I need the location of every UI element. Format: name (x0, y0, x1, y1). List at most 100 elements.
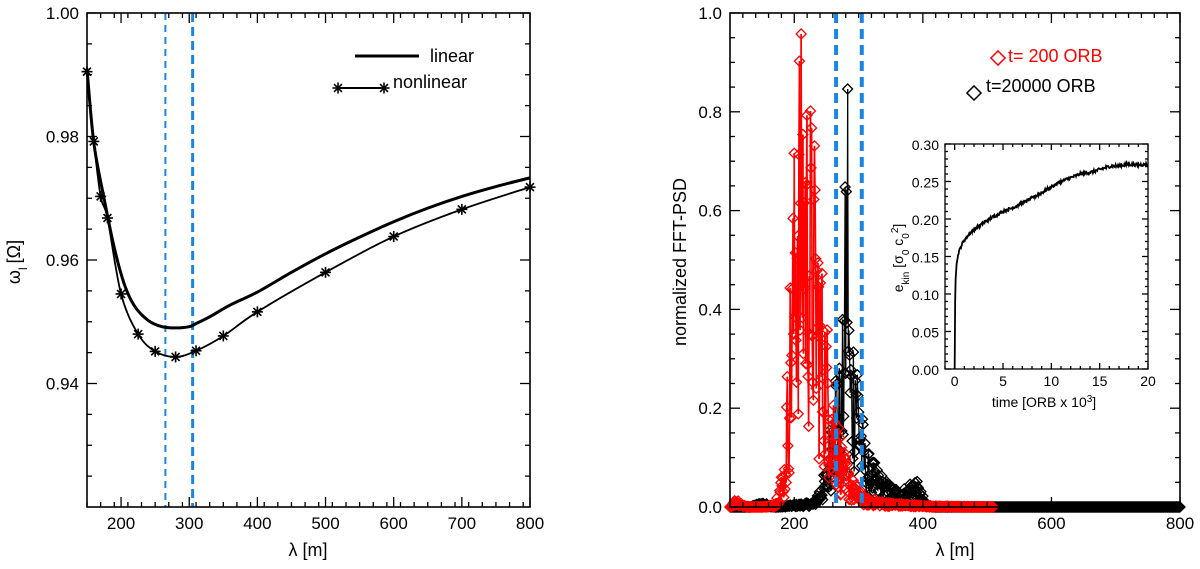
y-tick-label: 0.4 (698, 300, 722, 319)
y-tick-label: 1.00 (46, 4, 79, 23)
legend-label-nonlinear: nonlinear (393, 72, 467, 92)
inset-x-axis-title: time [ORB x 103] (992, 394, 1096, 411)
y-tick-label: 0.10 (912, 287, 939, 303)
psd-point (839, 367, 852, 380)
nonlinear-point (149, 345, 161, 357)
psd-point (782, 462, 795, 475)
psd-segment (795, 258, 798, 383)
x-tick-label: 500 (311, 514, 339, 533)
psd-segment (855, 484, 858, 487)
psd-segment (847, 89, 849, 352)
y-tick-label: 1.0 (698, 4, 722, 23)
y-tick-label: 0.96 (46, 251, 79, 270)
nonlinear-point (251, 306, 263, 318)
psd-segment (821, 488, 824, 500)
nonlinear-point (132, 328, 144, 340)
psd-point (840, 470, 853, 482)
right-x-axis-title: λ [m] (936, 540, 975, 560)
legend-marker-20000orb (965, 84, 983, 102)
left-legend: linear nonlinear (332, 46, 474, 94)
psd-point (783, 466, 795, 479)
psd-point (866, 482, 879, 494)
nonlinear-point (95, 190, 107, 202)
y-tick-label: 0.05 (912, 325, 939, 341)
x-tick-label: 15 (1092, 373, 1108, 389)
left-x-axis-title: λ [m] (289, 540, 328, 560)
psd-segment (844, 456, 847, 460)
psd-segment (777, 502, 780, 505)
x-tick-label: 300 (175, 514, 203, 533)
y-tick-label: 0.25 (912, 175, 939, 191)
legend-marker-200orb (989, 49, 1007, 67)
psd-point (823, 471, 835, 484)
psd-point (818, 460, 831, 473)
psd-segment (790, 355, 793, 418)
svg-text:ωl[Ω]: ωl[Ω] (4, 240, 30, 284)
psd-segment (857, 395, 860, 413)
psd-point (792, 407, 805, 420)
y-tick-label: 0.0 (698, 498, 722, 517)
psd-segment (843, 320, 846, 417)
psd-point (837, 410, 850, 423)
y-tick-label: 0.20 (912, 212, 939, 228)
x-tick-label: 20 (1140, 373, 1156, 389)
psd-segment (794, 252, 797, 341)
psd-point (807, 193, 820, 206)
y-tick-label: 0.30 (912, 137, 939, 153)
psd-segment (826, 329, 829, 384)
psd-segment (841, 319, 844, 435)
x-tick-label: 700 (448, 514, 476, 533)
psd-segment (859, 490, 862, 494)
left-chart: 200 300 400 500 600 700 800 0.94 0.96 0.98 1.00 λ … (4, 4, 544, 560)
psd-point (779, 483, 791, 495)
psd-segment (791, 288, 794, 356)
psd-point (987, 501, 1000, 513)
psd-segment (826, 383, 830, 420)
psd-segment (856, 374, 859, 396)
x-tick-label: 400 (243, 514, 271, 533)
nonlinear-point (456, 203, 468, 215)
y-tick-label: 0.8 (698, 103, 722, 122)
svg-text:ekin[σ0 c02]: ekin[σ0 c02] (890, 224, 912, 293)
nonlinear-point (101, 212, 113, 224)
psd-segment (786, 376, 789, 446)
psd-segment (806, 115, 809, 365)
psd-segment (869, 480, 872, 484)
psd-point (813, 319, 826, 332)
psd-segment (842, 416, 845, 435)
y-tick-label: 0.94 (46, 375, 79, 394)
psd-segment (839, 493, 842, 496)
y-tick-label: 0.6 (698, 202, 722, 221)
psd-segment (853, 451, 856, 472)
psd-point (820, 361, 833, 374)
right-y-axis-title: normalized FFT-PSD (670, 178, 690, 346)
x-tick-label: 800 (516, 514, 544, 533)
psd-segment (917, 486, 919, 489)
series-nonlinear-line (86, 71, 531, 358)
inset-background (955, 144, 1148, 369)
psd-point (825, 484, 837, 497)
psd-point (794, 197, 807, 210)
psd-point (785, 349, 798, 362)
nonlinear-point (88, 135, 100, 147)
inset-y-axis-title: ekin[σ0 c02] (890, 224, 912, 293)
nonlinear-point (320, 266, 332, 278)
psd-segment (847, 472, 850, 475)
y-tick-label: 0.00 (912, 362, 939, 378)
nonlinear-point (190, 345, 202, 357)
psd-segment (806, 364, 809, 377)
psd-segment (777, 501, 780, 504)
nonlinear-point (217, 330, 229, 342)
legend-label-linear: linear (430, 46, 474, 66)
psd-segment (818, 325, 821, 459)
psd-segment (850, 376, 853, 442)
psd-segment (813, 145, 816, 190)
psd-point (802, 420, 815, 433)
psd-point (816, 493, 829, 506)
x-tick-label: 200 (107, 514, 135, 533)
psd-point (816, 489, 828, 502)
psd-segment (895, 489, 898, 492)
legend-asterisk-left (332, 82, 344, 94)
